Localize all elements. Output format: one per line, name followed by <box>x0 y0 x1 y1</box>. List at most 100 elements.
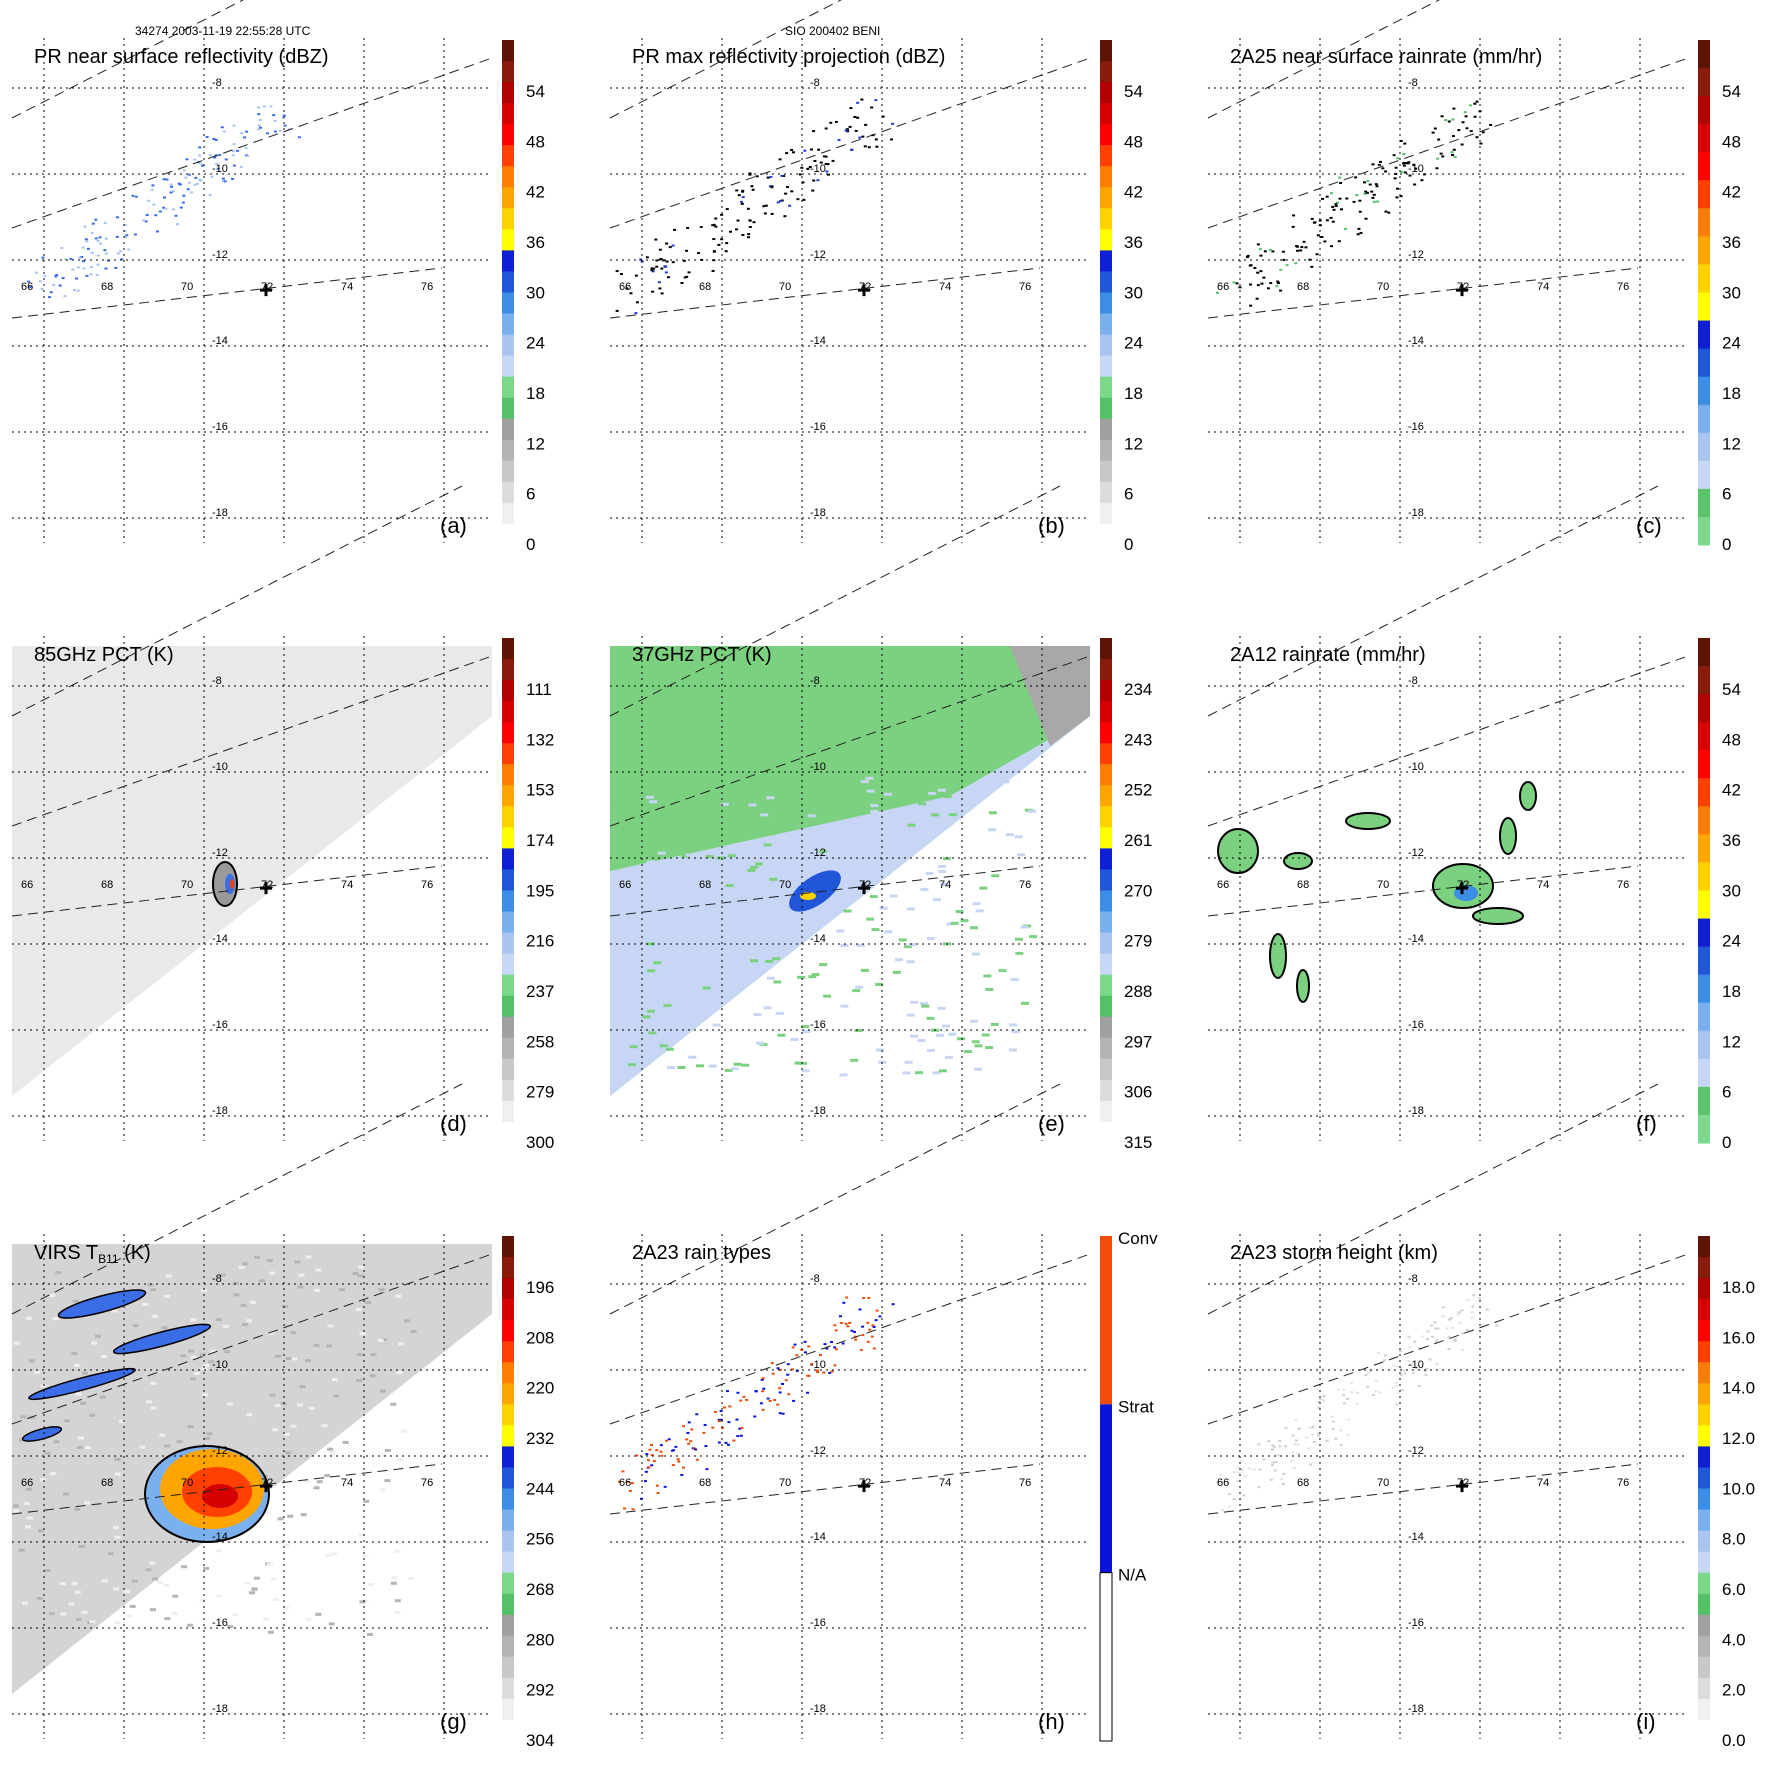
lon-label: 70 <box>181 879 193 891</box>
pixel <box>985 987 994 991</box>
rain-pixel <box>1376 200 1380 203</box>
pixel <box>724 1068 733 1072</box>
rain-pixel <box>104 252 108 255</box>
rain-pixel <box>114 266 118 269</box>
pixel <box>721 895 730 899</box>
storm-center-marker <box>858 1480 870 1493</box>
pixel <box>823 994 832 998</box>
rain-pixel <box>1269 282 1273 285</box>
colorbar-segment <box>502 166 514 188</box>
lon-label: 74 <box>1537 1477 1549 1489</box>
pixel <box>1011 1030 1020 1034</box>
colorbar-segment <box>1698 208 1710 237</box>
rain-cell <box>1345 812 1391 830</box>
pixel <box>149 1561 156 1565</box>
rain-pixel <box>1403 1372 1407 1375</box>
colorbar-segment <box>1698 1467 1710 1489</box>
colorbar-segment <box>502 292 514 315</box>
rain-pixel <box>778 1391 782 1394</box>
pixel <box>755 862 764 866</box>
rain-pixel <box>1278 1445 1282 1448</box>
rain-pixel <box>807 1374 811 1377</box>
rain-pixel <box>1262 1458 1266 1461</box>
rain-pixel <box>1460 1348 1464 1351</box>
rain-pixel <box>1271 1464 1275 1467</box>
pixel <box>613 800 622 804</box>
swath-edge-line <box>609 0 842 119</box>
rain-pixel <box>623 1507 627 1510</box>
rain-pixel <box>639 1497 643 1500</box>
pixel <box>291 1357 298 1361</box>
rain-pixel <box>848 125 852 128</box>
colorbar-tick-label: 14.0 <box>1722 1379 1755 1398</box>
rain-pixel <box>1387 211 1391 214</box>
rain-pixel <box>1236 1479 1240 1482</box>
pixel <box>40 1384 47 1388</box>
rain-pixel <box>96 263 100 266</box>
pixel <box>716 856 725 860</box>
rain-pixel <box>1279 289 1283 292</box>
pixel <box>902 1071 911 1075</box>
panel-title: 2A23 rain types <box>632 1242 771 1264</box>
rain-pixel <box>26 280 30 283</box>
pixel <box>623 995 632 999</box>
rain-pixel <box>216 167 220 170</box>
rain-pixel <box>1457 129 1461 132</box>
rain-pixel <box>781 1382 785 1385</box>
rain-pixel <box>1489 123 1493 126</box>
pixel <box>324 1474 331 1478</box>
pixel <box>157 1580 164 1584</box>
rain-pixel <box>86 247 90 250</box>
rain-pixel <box>1316 1432 1320 1435</box>
lon-label: 66 <box>21 281 33 293</box>
pixel <box>152 1577 159 1581</box>
colorbar-segment <box>502 701 514 723</box>
colorbar-segment <box>1100 292 1112 315</box>
pixel <box>932 1071 941 1075</box>
pixel <box>907 943 916 947</box>
rain-pixel <box>131 194 135 197</box>
pixel <box>725 884 734 888</box>
pixel <box>926 937 935 941</box>
rain-pixel <box>1401 1389 1405 1392</box>
rain-pixel <box>273 130 277 133</box>
rain-pixel <box>1473 102 1477 105</box>
rain-pixel <box>1466 1298 1470 1301</box>
rain-pixel <box>736 1391 740 1394</box>
colorbar-segment <box>502 659 514 681</box>
lat-label: -10 <box>1408 761 1424 773</box>
rain-pixel <box>680 281 684 284</box>
rain-pixel <box>1461 1332 1465 1335</box>
rain-pixel <box>819 161 823 164</box>
lon-label: 76 <box>421 879 433 891</box>
rain-pixel <box>1465 127 1469 130</box>
lat-label: -12 <box>1408 1445 1424 1457</box>
rain-pixel <box>1325 195 1329 198</box>
rain-pixel <box>1300 246 1304 249</box>
rain-pixel <box>852 1330 856 1333</box>
rain-pixel <box>1453 156 1457 159</box>
rain-pixel <box>1378 1391 1382 1394</box>
colorbar-segment <box>502 1299 514 1321</box>
rain-pixel <box>841 1342 845 1345</box>
pixel <box>248 1591 255 1595</box>
pixel <box>232 1281 239 1285</box>
rain-pixel <box>1435 167 1439 170</box>
rain-pixel <box>115 235 119 238</box>
rain-pixel <box>1311 1426 1315 1429</box>
pixel <box>253 1576 260 1580</box>
rain-pixel <box>1297 1427 1301 1430</box>
map-area <box>618 1296 895 1511</box>
rain-pixel <box>735 189 739 192</box>
rain-pixel <box>1228 1505 1232 1508</box>
pixel <box>943 795 952 799</box>
rain-pixel <box>116 252 120 255</box>
colorbar-tick-label: 42 <box>1722 781 1741 800</box>
colorbar-segment <box>1100 271 1112 293</box>
colorbar-segment <box>502 1425 514 1447</box>
rain-pixel <box>842 1301 846 1304</box>
rain-pixel <box>1424 1373 1428 1376</box>
pixel <box>281 1304 288 1308</box>
rain-pixel <box>618 1480 622 1483</box>
pixel <box>172 1594 179 1598</box>
